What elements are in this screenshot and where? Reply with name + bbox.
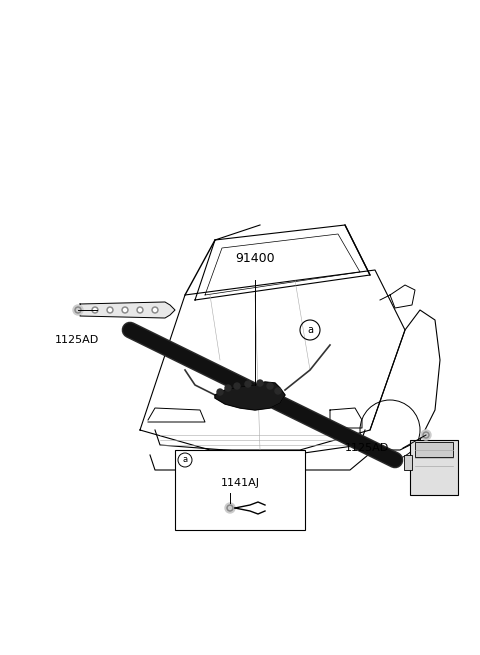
- Text: a: a: [182, 455, 188, 464]
- Circle shape: [73, 305, 83, 315]
- Circle shape: [108, 309, 111, 312]
- Bar: [175, 450, 305, 530]
- Circle shape: [152, 307, 158, 313]
- Circle shape: [94, 309, 96, 312]
- Circle shape: [75, 307, 81, 313]
- Circle shape: [139, 309, 142, 312]
- Bar: [404, 455, 412, 470]
- Circle shape: [267, 383, 273, 389]
- Text: a: a: [307, 325, 313, 335]
- Circle shape: [423, 432, 429, 438]
- Text: H: H: [252, 455, 258, 464]
- Polygon shape: [215, 382, 285, 410]
- Circle shape: [76, 309, 80, 312]
- Text: 1125AD: 1125AD: [345, 443, 389, 453]
- Circle shape: [421, 430, 431, 440]
- Circle shape: [234, 383, 240, 389]
- Circle shape: [228, 506, 231, 510]
- Polygon shape: [80, 302, 175, 318]
- Circle shape: [137, 307, 143, 313]
- Circle shape: [245, 381, 251, 387]
- Text: 1125AD: 1125AD: [55, 335, 99, 345]
- Text: 1141AJ: 1141AJ: [220, 478, 260, 488]
- Circle shape: [122, 307, 128, 313]
- Circle shape: [92, 307, 98, 313]
- Circle shape: [225, 385, 231, 391]
- Circle shape: [424, 434, 428, 436]
- Bar: [415, 442, 453, 457]
- Circle shape: [217, 389, 223, 395]
- Circle shape: [257, 380, 263, 386]
- Circle shape: [123, 309, 127, 312]
- Text: 91400: 91400: [235, 252, 275, 265]
- Circle shape: [225, 503, 235, 513]
- Circle shape: [227, 505, 233, 511]
- Circle shape: [107, 307, 113, 313]
- Circle shape: [154, 309, 156, 312]
- Bar: [410, 440, 458, 495]
- Circle shape: [275, 388, 281, 394]
